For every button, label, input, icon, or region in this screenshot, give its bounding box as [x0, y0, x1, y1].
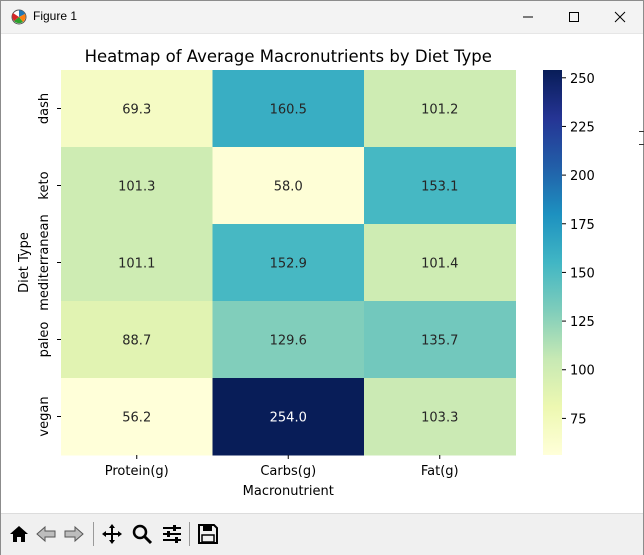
heatmap-cell — [212, 224, 365, 302]
cell-value-label: 103.3 — [421, 411, 458, 426]
matplotlib-app-icon — [11, 9, 27, 25]
colorbar — [543, 70, 562, 455]
maximize-icon — [569, 12, 579, 22]
colorbar-tick-label: 100 — [570, 364, 595, 379]
zoom-magnifier-icon — [132, 524, 153, 545]
heatmap-cell — [364, 301, 516, 379]
colorbar-tick-label: 125 — [570, 315, 595, 330]
y-tick-label: mediterranean — [37, 214, 52, 311]
y-tick-label: keto — [37, 171, 52, 199]
navigation-toolbar — [1, 513, 643, 555]
cell-value-label: 153.1 — [421, 180, 458, 195]
minimize-icon — [523, 16, 533, 18]
save-floppy-icon — [198, 524, 218, 544]
close-button[interactable] — [597, 1, 643, 33]
configure-subplots-button[interactable] — [159, 521, 185, 547]
cell-value-label: 254.0 — [270, 411, 307, 426]
heatmap-chart: Heatmap of Average Macronutrients by Die… — [17, 47, 595, 499]
cell-value-label: 88.7 — [122, 334, 151, 349]
toolbar-separator — [93, 522, 94, 546]
forward-arrow-icon — [64, 525, 84, 543]
x-tick-label: Protein(g) — [105, 464, 169, 479]
colorbar-tick-label: 200 — [570, 169, 595, 184]
title-bar: Figure 1 — [1, 1, 643, 34]
heatmap-cell — [61, 378, 213, 456]
cell-value-label: 69.3 — [122, 103, 151, 118]
heatmap-cell — [61, 224, 213, 302]
cell-value-label: 160.5 — [270, 103, 307, 118]
heatmap-cell — [364, 147, 516, 225]
back-arrow-icon — [36, 525, 56, 543]
cell-value-label: 58.0 — [274, 180, 303, 195]
window-title: Figure 1 — [33, 9, 78, 23]
y-tick-label: dash — [37, 93, 52, 124]
x-tick-label: Fat(g) — [421, 464, 459, 479]
y-axis-label: Diet Type — [17, 232, 32, 293]
forward-button[interactable] — [61, 521, 87, 547]
cell-value-label: 129.6 — [270, 334, 307, 349]
pan-button[interactable] — [99, 521, 125, 547]
toolbar-separator — [189, 522, 190, 546]
cell-value-label: 101.3 — [118, 180, 155, 195]
maximize-button[interactable] — [551, 1, 597, 33]
heatmap-cell — [61, 147, 213, 225]
chart-title: Heatmap of Average Macronutrients by Die… — [85, 47, 492, 66]
heatmap-cell — [212, 301, 365, 379]
y-tick-label: vegan — [37, 396, 52, 436]
heatmap-cell — [364, 224, 516, 302]
canvas-edge-marker — [639, 131, 644, 145]
cell-value-label: 152.9 — [270, 257, 307, 272]
heatmap-cell — [61, 301, 213, 379]
home-icon — [10, 526, 28, 542]
close-icon — [614, 11, 626, 23]
heatmap-cell — [61, 70, 213, 148]
configure-subplots-icon — [163, 525, 181, 543]
back-button[interactable] — [33, 521, 59, 547]
cell-value-label: 135.7 — [421, 334, 458, 349]
colorbar-tick-label: 175 — [570, 218, 595, 233]
colorbar-tick-label: 250 — [570, 72, 595, 87]
heatmap-cell — [364, 70, 516, 148]
cell-value-label: 56.2 — [122, 411, 151, 426]
home-button[interactable] — [6, 521, 32, 547]
x-tick-label: Carbs(g) — [260, 464, 316, 479]
heatmap-cell — [212, 378, 365, 456]
save-button[interactable] — [195, 521, 221, 547]
heatmap-cell — [364, 378, 516, 456]
cell-value-label: 101.1 — [118, 257, 155, 272]
figure-canvas[interactable]: Heatmap of Average Macronutrients by Die… — [1, 34, 643, 512]
heatmap-cell — [212, 70, 365, 148]
colorbar-tick-label: 225 — [570, 120, 595, 135]
minimize-button[interactable] — [505, 1, 551, 33]
x-axis-label: Macronutrient — [243, 484, 334, 499]
cell-value-label: 101.4 — [421, 257, 458, 272]
y-tick-label: paleo — [37, 322, 52, 358]
colorbar-tick-label: 75 — [570, 412, 587, 427]
heatmap-cell — [212, 147, 365, 225]
pan-move-icon — [102, 524, 122, 544]
zoom-button[interactable] — [129, 521, 155, 547]
colorbar-tick-label: 150 — [570, 266, 595, 281]
cell-value-label: 101.2 — [421, 103, 458, 118]
